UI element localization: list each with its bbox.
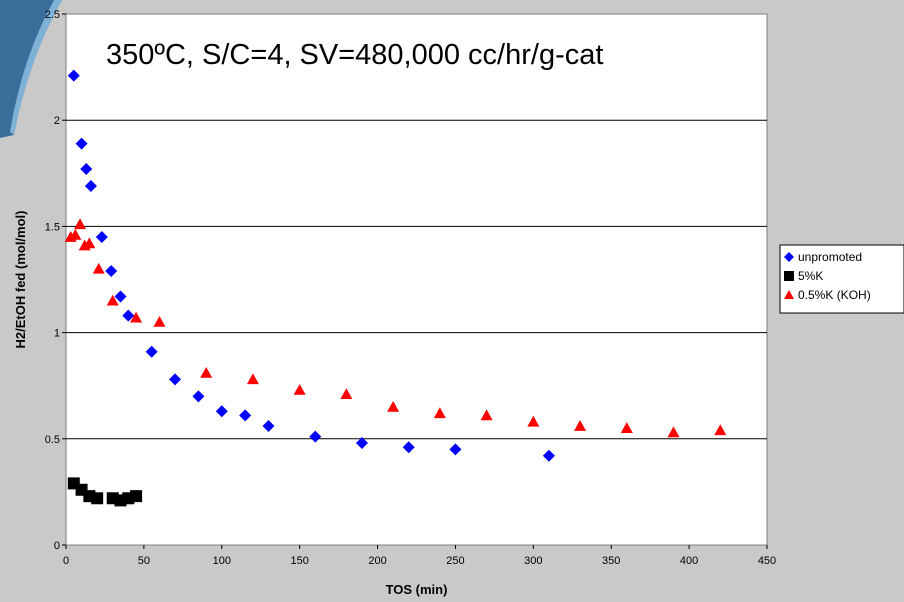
data-point-diamond bbox=[67, 69, 80, 82]
data-point-triangle bbox=[340, 388, 353, 399]
y-tick-label: 1.5 bbox=[45, 221, 60, 233]
data-point-triangle bbox=[92, 262, 105, 274]
data-point-triangle bbox=[130, 311, 143, 323]
data-point-triangle bbox=[574, 420, 587, 431]
data-point-diamond bbox=[114, 290, 127, 303]
legend-entry: 5%K bbox=[798, 269, 823, 283]
y-tick-label: 2.5 bbox=[45, 9, 60, 21]
data-point-triangle bbox=[387, 400, 400, 412]
data-point-diamond bbox=[169, 373, 182, 386]
data-point-triangle bbox=[293, 383, 306, 395]
x-tick-label: 150 bbox=[290, 555, 308, 567]
y-tick-label: 0 bbox=[54, 540, 60, 552]
data-point-triangle bbox=[200, 366, 213, 378]
legend-marker-diamond bbox=[784, 252, 794, 262]
data-point-diamond bbox=[449, 443, 462, 456]
y-tick-label: 2 bbox=[54, 115, 60, 127]
x-tick-label: 0 bbox=[63, 555, 69, 567]
x-tick-label: 300 bbox=[524, 555, 542, 567]
x-tick-label: 450 bbox=[758, 555, 776, 567]
legend-entry: unpromoted bbox=[798, 250, 862, 264]
data-point-diamond bbox=[122, 309, 135, 322]
data-point-triangle bbox=[106, 294, 119, 306]
x-tick-label: 100 bbox=[213, 555, 231, 567]
data-point-triangle bbox=[620, 422, 633, 433]
data-point-triangle bbox=[246, 373, 259, 385]
data-point-triangle bbox=[480, 409, 493, 421]
data-point-diamond bbox=[105, 265, 118, 278]
x-tick-label: 200 bbox=[368, 555, 386, 567]
legend-entry: 0.5%K (KOH) bbox=[798, 288, 871, 302]
data-point-triangle bbox=[83, 237, 96, 249]
x-axis-title: TOS (min) bbox=[386, 582, 448, 597]
y-axis-ticks: 0 0.5 1 1.5 2 2.5 bbox=[45, 9, 66, 552]
data-point-diamond bbox=[542, 449, 555, 462]
chart-title: 350ºC, S/C=4, SV=480,000 cc/hr/g-cat bbox=[106, 39, 603, 71]
data-point-diamond bbox=[80, 163, 93, 176]
data-point-diamond bbox=[309, 430, 322, 443]
x-tick-label: 50 bbox=[138, 555, 150, 567]
legend: unpromoted 5%K 0.5%K (KOH) bbox=[779, 244, 904, 314]
data-point-triangle bbox=[153, 315, 166, 327]
data-point-square bbox=[91, 492, 104, 505]
legend-marker-triangle bbox=[784, 290, 794, 299]
data-point-triangle bbox=[69, 228, 82, 240]
plot-area bbox=[65, 13, 768, 546]
data-point-triangle bbox=[714, 424, 727, 436]
data-point-diamond bbox=[262, 420, 275, 433]
y-tick-label: 0.5 bbox=[45, 434, 60, 446]
gridlines bbox=[66, 119, 767, 440]
x-axis-ticks: 0 50 100 150 200 250 300 350 400 450 bbox=[63, 545, 776, 567]
data-point-triangle bbox=[433, 407, 446, 419]
data-point-triangle bbox=[667, 426, 680, 438]
data-point-diamond bbox=[145, 345, 158, 358]
data-point-triangle bbox=[527, 415, 540, 427]
data-point-diamond bbox=[355, 437, 368, 450]
decorative-corner-swoosh bbox=[0, 0, 62, 138]
x-tick-label: 350 bbox=[602, 555, 620, 567]
data-points bbox=[64, 69, 727, 507]
data-point-diamond bbox=[402, 441, 415, 454]
legend-box bbox=[779, 244, 904, 314]
y-axis-title: H2/EtOH fed (mol/mol) bbox=[13, 211, 28, 349]
x-tick-label: 400 bbox=[680, 555, 698, 567]
data-point-triangle bbox=[74, 218, 87, 230]
data-point-square bbox=[130, 490, 143, 503]
data-point-diamond bbox=[239, 409, 252, 422]
data-point-diamond bbox=[95, 231, 108, 244]
legend-marker-square bbox=[784, 271, 794, 281]
data-point-diamond bbox=[215, 405, 228, 418]
data-point-diamond bbox=[75, 137, 88, 150]
data-point-diamond bbox=[84, 180, 97, 193]
data-point-diamond bbox=[192, 390, 205, 403]
x-tick-label: 250 bbox=[446, 555, 464, 567]
y-tick-label: 1 bbox=[54, 328, 60, 340]
